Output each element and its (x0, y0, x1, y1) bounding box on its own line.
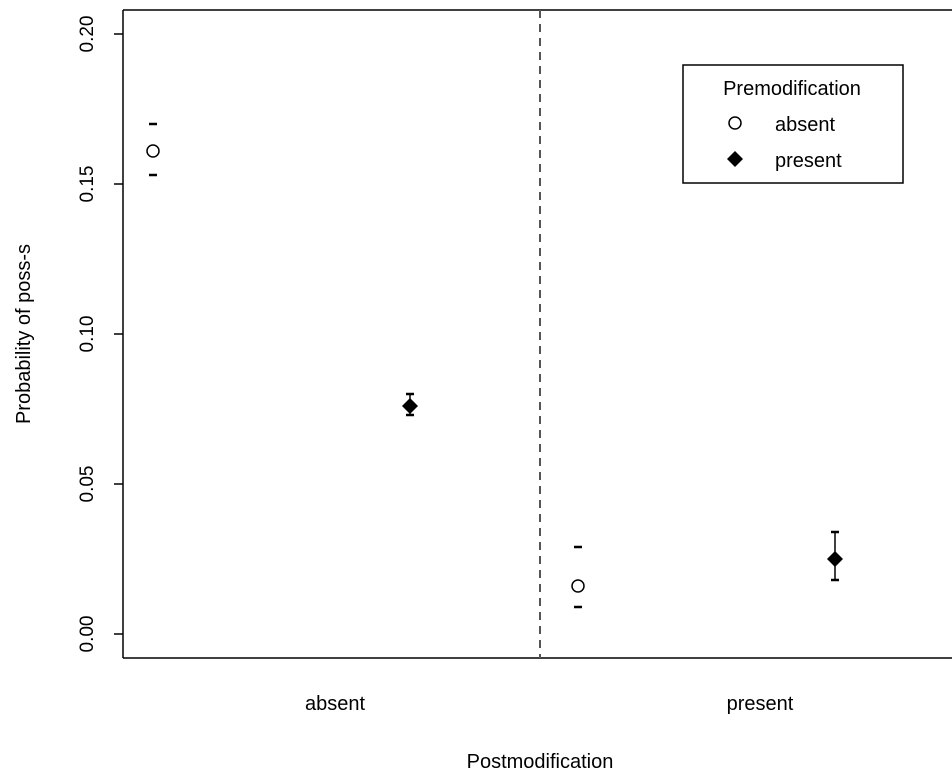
y-tick-label-1: 0.05 (77, 466, 98, 503)
y-tick-label-3: 0.15 (77, 166, 98, 203)
data-marks (146, 122, 843, 609)
y-tick-label-0: 0.00 (77, 616, 98, 653)
legend-label-absent: absent (775, 114, 835, 136)
series-present-present-point (827, 551, 843, 567)
y-tick-label-4: 0.20 (77, 16, 98, 53)
legend-marker-open-circle-icon (728, 116, 742, 130)
x-axis: absent present (305, 693, 794, 715)
legend-box (682, 64, 904, 184)
series-absent-present-point (571, 579, 585, 593)
x-tick-label-present: present (727, 693, 794, 715)
y-axis-title: Probability of poss-s (13, 244, 35, 424)
y-tick-label-2: 0.10 (77, 316, 98, 353)
y-axis: 0.00 0.05 0.10 0.15 0.20 (77, 16, 123, 653)
x-tick-label-absent: absent (305, 693, 365, 715)
x-axis-title: Postmodification (467, 751, 614, 773)
legend: Premodification absent present (682, 64, 904, 184)
legend-title: Premodification (723, 78, 861, 100)
series-present-absent-point (402, 398, 418, 414)
legend-label-present: present (775, 150, 842, 172)
series-absent-absent-point (146, 144, 160, 158)
legend-marker-filled-diamond-icon (727, 151, 743, 167)
